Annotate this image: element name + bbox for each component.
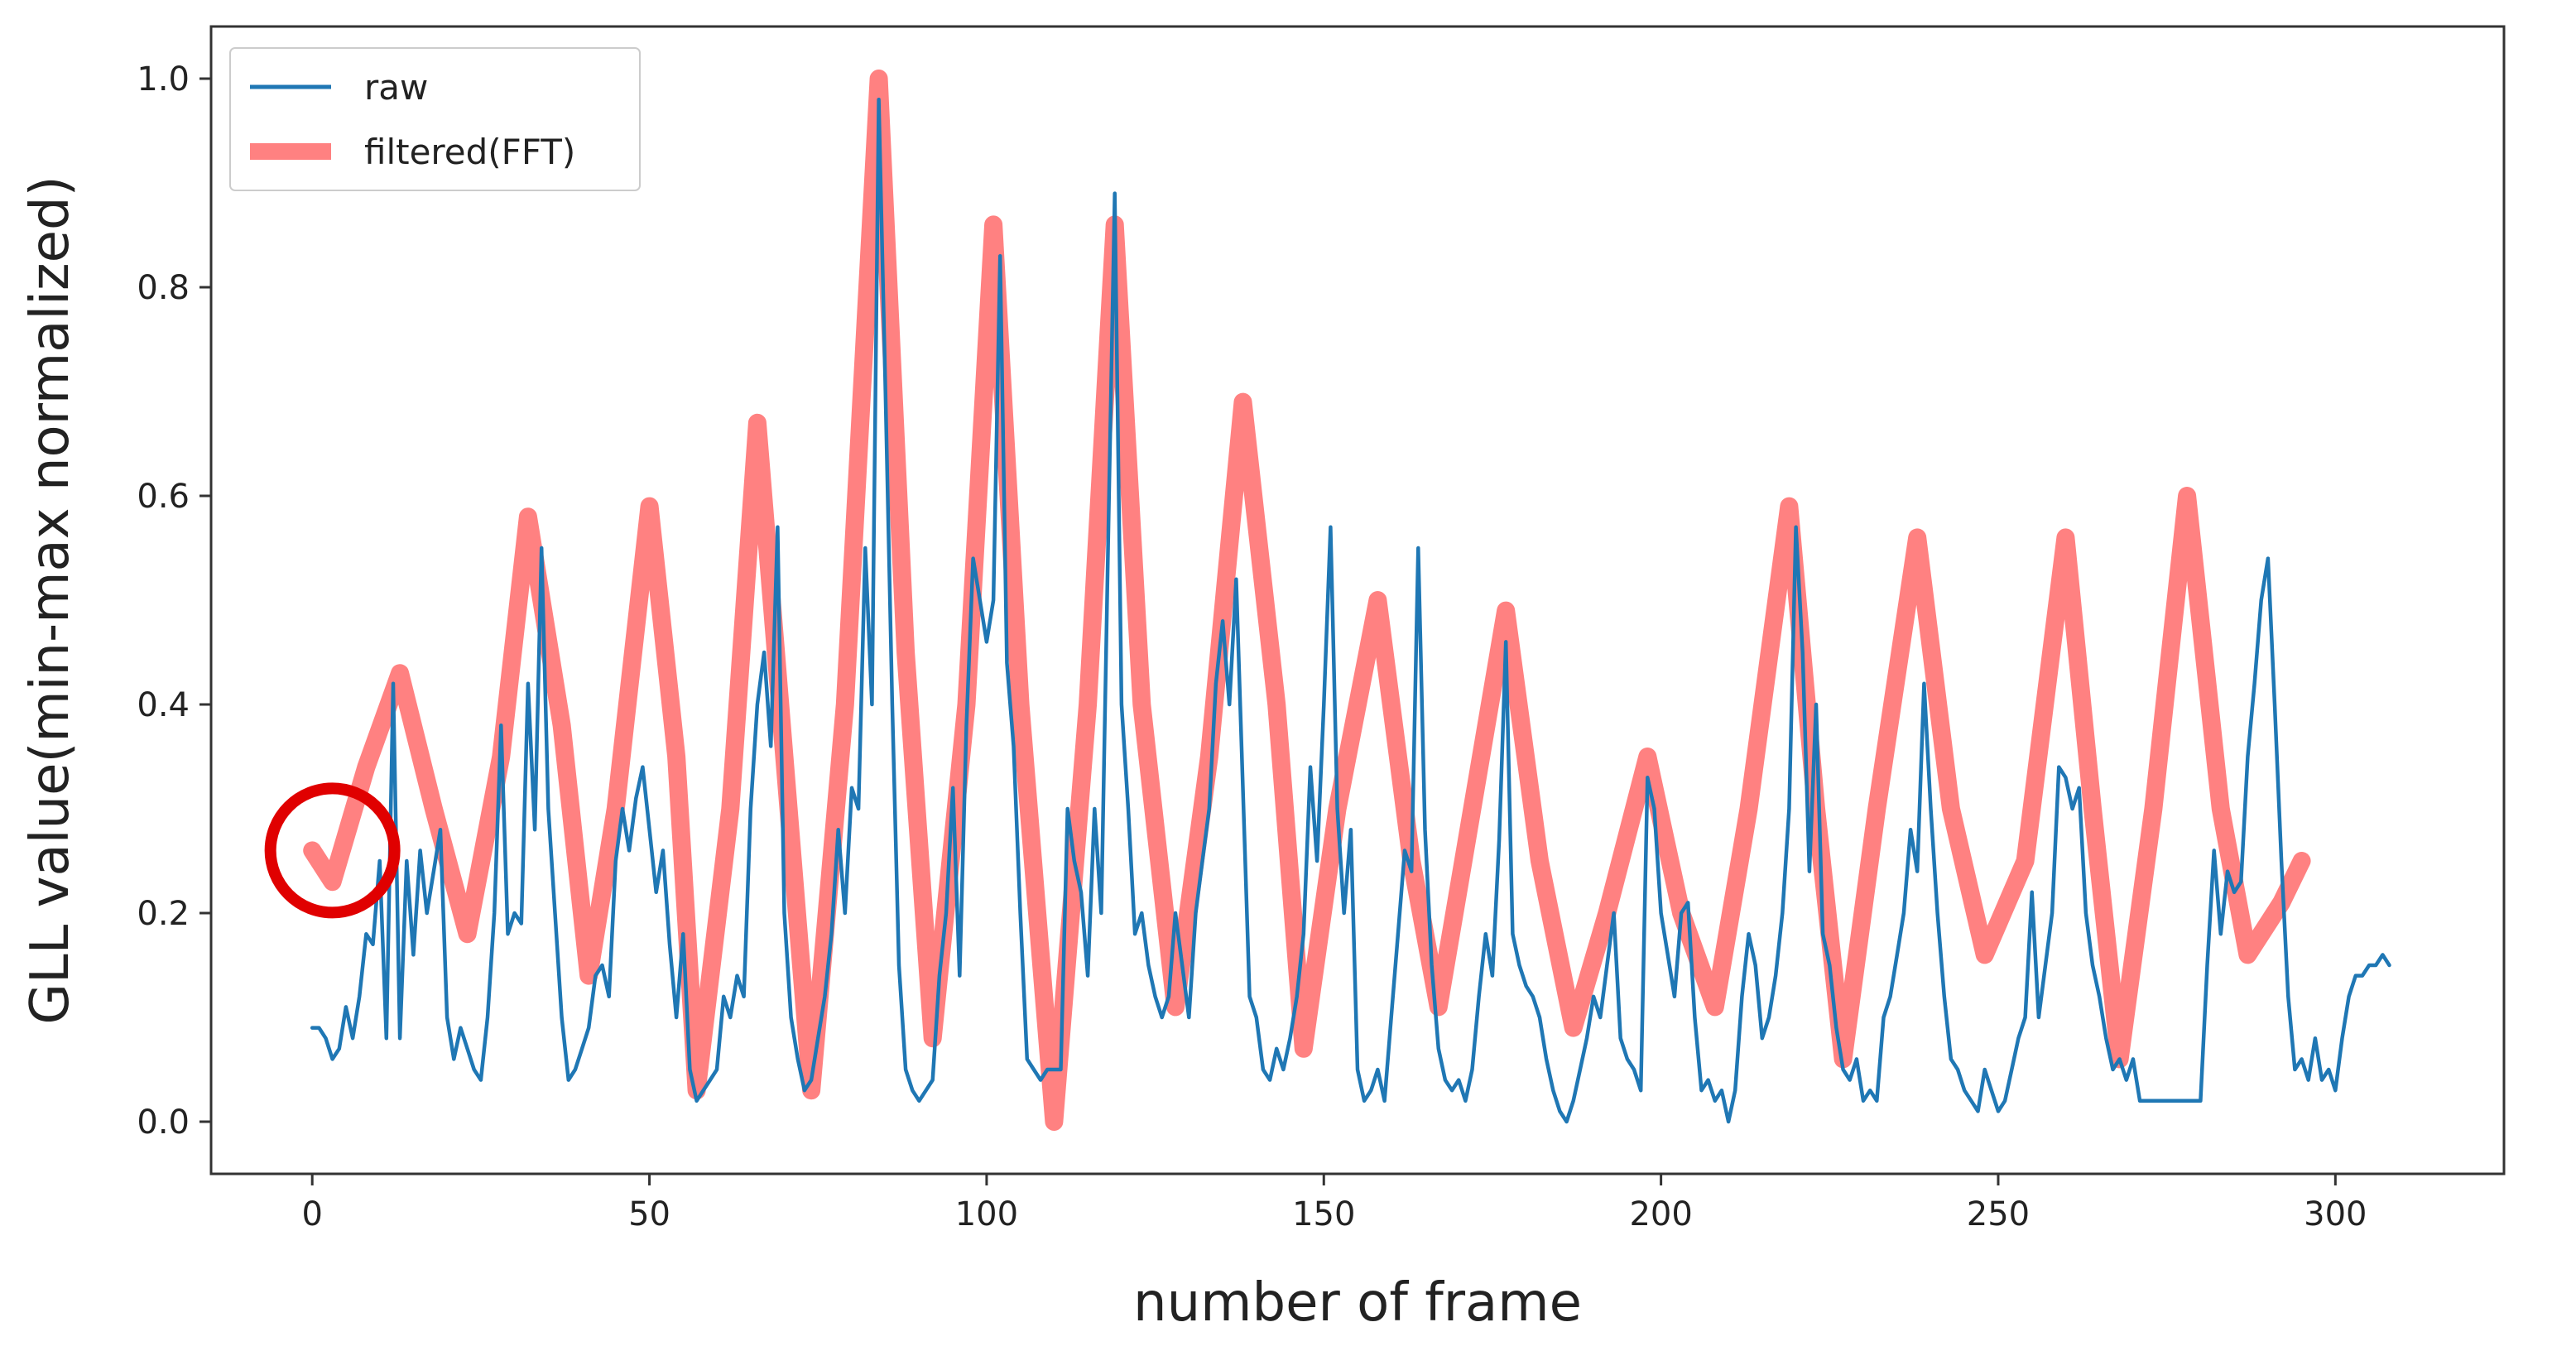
y-tick-label: 1.0: [137, 60, 190, 99]
plot-layer: [264, 70, 2391, 1131]
x-axis-title: number of frame: [1133, 1272, 1582, 1334]
legend-filtered-label: filtered(FFT): [364, 132, 575, 172]
legend: raw filtered(FFT): [229, 47, 641, 191]
x-tick-label: 100: [955, 1195, 1018, 1233]
x-tick-label: 250: [1967, 1195, 2030, 1233]
y-tick-label: 0.6: [137, 478, 190, 516]
y-tick-label: 0.4: [137, 686, 190, 724]
x-tick-label: 150: [1292, 1195, 1355, 1233]
x-tick-label: 0: [301, 1195, 322, 1233]
annotation-circle: [264, 782, 401, 919]
y-tick-label: 0.8: [137, 269, 190, 307]
filtered-series-line: [303, 70, 2311, 1131]
y-axis-title: GLL value(min-max normalized): [20, 175, 81, 1024]
y-tick-label: 0.0: [137, 1103, 190, 1142]
plot-frame: [209, 25, 2506, 1176]
ticks-layer: 0 50 100 150 200 250 300 0.0 0.2 0.4 0.6 0.8 1.0: [137, 60, 2367, 1233]
legend-raw-label: raw: [364, 67, 428, 108]
x-tick-label: 50: [628, 1195, 670, 1233]
legend-box: [229, 47, 641, 191]
y-tick-label: 0.2: [137, 895, 190, 933]
x-tick-label: 200: [1629, 1195, 1692, 1233]
x-tick-label: 300: [2304, 1195, 2367, 1233]
raw-series-line: [310, 97, 2391, 1124]
